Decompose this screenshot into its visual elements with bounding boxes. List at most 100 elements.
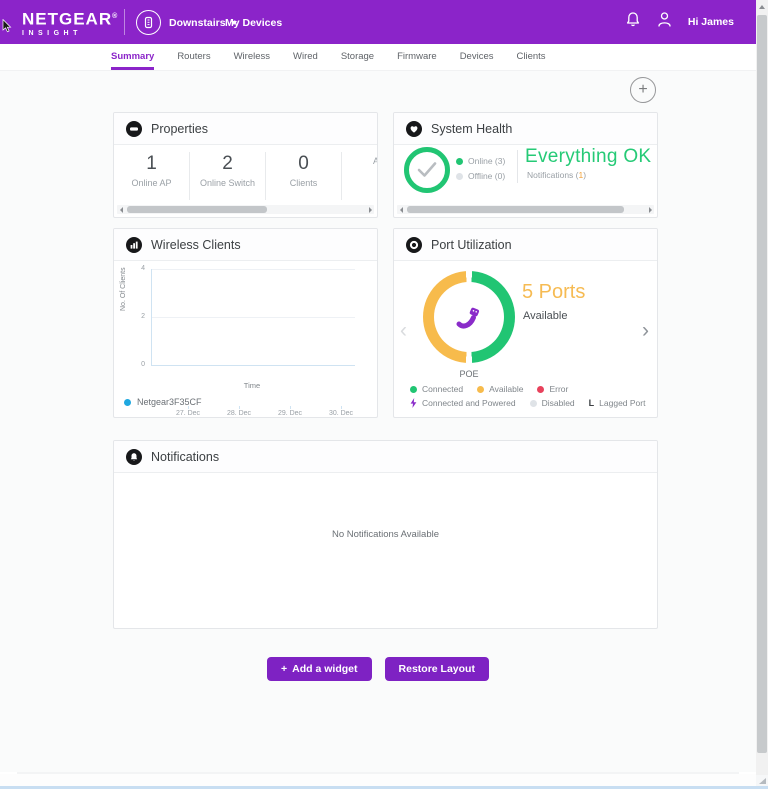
bar-chart-icon <box>126 236 142 253</box>
stat-online-ap: 1 Online AP <box>131 153 172 188</box>
health-legend: Online (3) Offline (0) <box>456 154 505 184</box>
tab-firmware[interactable]: Firmware <box>397 51 437 62</box>
stat-online-switch: 2 Online Switch <box>199 153 256 188</box>
available-dot <box>477 385 485 393</box>
donut-icon <box>406 236 422 253</box>
system-health-icon <box>406 120 422 137</box>
plus-icon: + <box>281 663 288 675</box>
chevron-down-icon <box>230 20 237 25</box>
plus-icon: + <box>638 81 648 98</box>
add-widget-plus-button[interactable]: + <box>630 77 656 103</box>
card-title: Port Utilization <box>431 237 512 252</box>
port-legend-row2: Connected and Powered Disabled L Lagged P… <box>410 398 645 408</box>
health-status-text: Everything OK <box>525 146 652 167</box>
location-selector[interactable]: Downstairs <box>136 10 237 35</box>
y-tick-label: 4 <box>141 265 145 272</box>
series-name: Netgear3F35CF <box>137 397 202 407</box>
restore-layout-button[interactable]: Restore Layout <box>384 657 489 681</box>
ethernet-cable-icon <box>456 307 480 329</box>
card-title: Wireless Clients <box>151 237 241 252</box>
window-bottom-edge <box>0 786 768 789</box>
user-greeting[interactable]: Hi James <box>687 16 734 28</box>
properties-card: Properties 1 Online AP 2 Online Switch 0… <box>113 112 378 218</box>
location-icon <box>136 10 161 35</box>
x-tick-label: 28. Dec <box>226 410 252 417</box>
y-tick-label: 2 <box>141 313 145 320</box>
app-header: NETGEAR® INSIGHT Downstairs My Devices H… <box>0 0 756 44</box>
chart-legend: Netgear3F35CF <box>124 397 202 407</box>
brand-sub: INSIGHT <box>22 29 82 37</box>
lag-marker: L <box>588 398 595 408</box>
notification-bell-icon <box>126 448 142 465</box>
x-tick-label: 27. Dec <box>175 410 201 417</box>
health-status-ring <box>404 147 450 193</box>
scroll-left-icon[interactable] <box>117 206 125 213</box>
ports-headline: 5 Ports <box>522 281 586 303</box>
port-legend-row1: Connected Available Error <box>410 384 568 394</box>
vertical-scrollbar-thumb[interactable] <box>757 15 767 753</box>
tab-routers[interactable]: Routers <box>177 51 211 62</box>
netgear-logo: NETGEAR® INSIGHT <box>22 8 118 37</box>
legend-offline: Offline (0) <box>456 169 505 184</box>
card-title: System Health <box>431 121 513 136</box>
connected-dot <box>410 385 417 393</box>
port-utilization-card: Port Utilization ‹ › POE 5 Ports Availab… <box>393 228 658 418</box>
dashboard-actions: + Add a widget Restore Layout <box>0 657 756 681</box>
health-notifications[interactable]: Notifications (1) <box>527 170 587 180</box>
scroll-right-icon[interactable] <box>646 206 654 213</box>
bolt-icon <box>410 398 417 408</box>
bottom-spacer <box>0 774 756 789</box>
tab-bar: Summary Routers Wireless Wired Storage F… <box>0 44 756 71</box>
port-donut-chart <box>423 271 515 363</box>
resize-corner-icon <box>759 778 766 784</box>
location-label: Downstairs <box>169 16 226 29</box>
user-avatar-icon[interactable] <box>657 11 672 33</box>
series-dot <box>124 398 131 406</box>
scrollbar-thumb[interactable] <box>127 206 267 213</box>
bell-icon[interactable] <box>625 11 641 33</box>
donut-label: POE <box>459 369 479 379</box>
add-widget-button[interactable]: + Add a widget <box>267 657 372 681</box>
scrollbar-thumb[interactable] <box>407 206 624 213</box>
y-axis-title: No. Of Clients <box>120 267 127 311</box>
properties-stats: 1 Online AP 2 Online Switch 0 Clients Ac… <box>114 144 377 204</box>
tab-clients[interactable]: Clients <box>516 51 546 62</box>
system-health-card: System Health Online (3) Offline (0) Eve… <box>393 112 658 218</box>
mouse-cursor <box>2 19 12 33</box>
vertical-scrollbar[interactable] <box>756 0 768 775</box>
card-title: Notifications <box>151 449 220 464</box>
properties-hscrollbar[interactable] <box>117 205 374 214</box>
my-devices-link[interactable]: My Devices <box>225 17 283 29</box>
registered-mark: ® <box>112 13 119 20</box>
empty-state-text: No Notifications Available <box>331 529 440 540</box>
bottom-separator <box>17 772 739 774</box>
brand-name: NETGEAR <box>22 9 113 29</box>
disabled-dot <box>529 399 537 407</box>
carousel-prev-icon[interactable]: ‹ <box>400 319 407 342</box>
plot-area: 27. Dec 28. Dec 29. Dec 30. Dec <box>151 269 355 417</box>
properties-icon <box>126 120 142 137</box>
notification-count: 1 <box>578 170 584 180</box>
offline-dot <box>456 172 463 180</box>
online-dot <box>456 157 463 165</box>
notifications-card: Notifications No Notifications Available <box>113 440 658 629</box>
scroll-right-icon[interactable] <box>366 206 374 213</box>
ports-subline: Available <box>523 310 568 322</box>
tab-devices[interactable]: Devices <box>459 51 494 62</box>
scroll-up-icon[interactable] <box>756 0 768 14</box>
dashboard-main: + Properties 1 Online AP 2 Online Switch <box>0 71 756 789</box>
error-dot <box>537 385 545 393</box>
system-health-hscrollbar[interactable] <box>397 205 654 214</box>
tab-wired[interactable]: Wired <box>293 51 318 62</box>
tab-summary[interactable]: Summary <box>111 44 155 70</box>
legend-online: Online (3) <box>456 154 505 169</box>
tab-wireless[interactable]: Wireless <box>233 51 270 62</box>
stat-clients: 0 Clients <box>289 153 318 188</box>
header-divider <box>124 9 125 35</box>
card-title: Properties <box>151 121 208 136</box>
stat-truncated: Act <box>342 144 377 204</box>
scroll-left-icon[interactable] <box>397 206 405 213</box>
tab-storage[interactable]: Storage <box>340 51 375 62</box>
carousel-next-icon[interactable]: › <box>642 319 649 342</box>
